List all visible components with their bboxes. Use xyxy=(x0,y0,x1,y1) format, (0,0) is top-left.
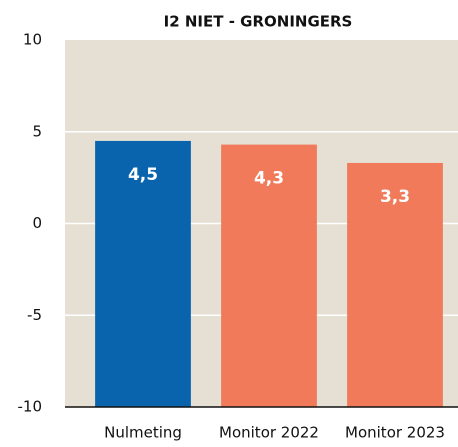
value-label: 4,3 xyxy=(254,169,284,189)
value-label: 3,3 xyxy=(380,187,410,207)
y-tick-label: 5 xyxy=(32,122,42,140)
bar xyxy=(95,140,191,408)
y-tick-label: 0 xyxy=(32,214,42,232)
x-tick-label: Nulmeting xyxy=(104,424,182,442)
chart-title: I2 NIET - GRONINGERS xyxy=(164,13,353,31)
x-tick-label: Monitor 2022 xyxy=(219,424,319,442)
bar xyxy=(347,162,443,407)
y-tick-label: -10 xyxy=(18,398,43,416)
y-tick-label: 10 xyxy=(23,31,42,49)
y-tick-label: -5 xyxy=(27,306,42,324)
value-label: 4,5 xyxy=(128,165,158,185)
bar xyxy=(221,144,317,407)
x-tick-label: Monitor 2023 xyxy=(345,424,445,442)
